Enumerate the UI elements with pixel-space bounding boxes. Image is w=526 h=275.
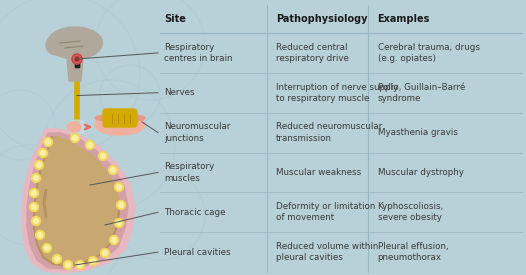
Ellipse shape [67, 122, 81, 132]
Circle shape [108, 166, 117, 175]
Text: Deformity or limitation
of movement: Deformity or limitation of movement [276, 202, 376, 222]
Circle shape [115, 219, 124, 227]
Circle shape [66, 263, 70, 268]
Text: Myasthenia gravis: Myasthenia gravis [378, 128, 458, 137]
Text: Pleural effusion,
pneumothorax: Pleural effusion, pneumothorax [378, 242, 448, 262]
Circle shape [38, 148, 47, 158]
Circle shape [35, 161, 44, 169]
Polygon shape [22, 129, 135, 273]
Circle shape [116, 221, 122, 225]
Ellipse shape [67, 120, 87, 134]
Circle shape [75, 57, 79, 61]
Text: Interruption of nerve supply
to respiratory muscle: Interruption of nerve supply to respirat… [276, 82, 398, 103]
Text: Respiratory
muscles: Respiratory muscles [164, 162, 214, 183]
Circle shape [116, 185, 122, 189]
Circle shape [55, 257, 59, 262]
Text: Reduced neuromuscular
transmission: Reduced neuromuscular transmission [276, 122, 382, 143]
Text: Polio, Guillain–Barré
syndrome: Polio, Guillain–Barré syndrome [378, 82, 465, 103]
Circle shape [112, 238, 116, 243]
Text: Nerves: Nerves [164, 88, 195, 97]
Text: Examples: Examples [378, 14, 430, 24]
Text: Kyphoscoliosis,
severe obesity: Kyphoscoliosis, severe obesity [378, 202, 444, 222]
Circle shape [32, 174, 41, 183]
Circle shape [44, 138, 53, 147]
Polygon shape [67, 57, 83, 81]
Ellipse shape [46, 35, 68, 55]
Circle shape [64, 260, 73, 270]
Text: Pathophysiology: Pathophysiology [276, 14, 368, 24]
Circle shape [32, 205, 36, 210]
Circle shape [116, 200, 126, 210]
Circle shape [100, 249, 109, 257]
Text: Site: Site [164, 14, 186, 24]
Circle shape [118, 202, 124, 208]
Text: Respiratory
centres in brain: Respiratory centres in brain [164, 43, 232, 63]
Circle shape [32, 216, 41, 226]
Circle shape [70, 133, 79, 142]
Circle shape [103, 251, 107, 255]
Circle shape [35, 230, 45, 240]
Circle shape [73, 136, 77, 141]
Circle shape [110, 167, 116, 172]
Circle shape [72, 54, 82, 64]
Circle shape [45, 246, 49, 251]
Circle shape [37, 232, 43, 238]
Circle shape [53, 254, 62, 263]
Circle shape [29, 188, 38, 197]
Circle shape [32, 191, 36, 196]
Circle shape [29, 202, 38, 211]
Circle shape [98, 152, 107, 161]
Circle shape [36, 163, 42, 167]
Text: Muscular weakness: Muscular weakness [276, 168, 361, 177]
Text: Muscular dystrophy: Muscular dystrophy [378, 168, 463, 177]
Text: Cerebral trauma, drugs
(e.g. opiates): Cerebral trauma, drugs (e.g. opiates) [378, 43, 480, 63]
Ellipse shape [95, 114, 145, 122]
Text: Pleural cavities: Pleural cavities [164, 248, 230, 257]
Polygon shape [34, 137, 120, 266]
Circle shape [34, 175, 38, 180]
Circle shape [86, 141, 95, 150]
Circle shape [43, 243, 52, 252]
Ellipse shape [95, 115, 145, 135]
Circle shape [88, 257, 97, 265]
Circle shape [87, 142, 93, 147]
Text: Reduced volume within
pleural cavities: Reduced volume within pleural cavities [276, 242, 379, 262]
Circle shape [100, 153, 106, 158]
Polygon shape [27, 133, 128, 269]
Circle shape [46, 139, 50, 144]
Text: Reduced central
respiratory drive: Reduced central respiratory drive [276, 43, 349, 63]
Circle shape [90, 258, 96, 263]
Circle shape [41, 150, 46, 155]
FancyBboxPatch shape [103, 109, 137, 127]
Ellipse shape [47, 27, 103, 59]
Circle shape [76, 260, 85, 270]
Circle shape [34, 219, 38, 224]
Text: Thoracic cage: Thoracic cage [164, 208, 226, 217]
Circle shape [115, 183, 124, 191]
Circle shape [109, 235, 118, 244]
Circle shape [77, 263, 83, 268]
Text: Neuromuscular
junctions: Neuromuscular junctions [164, 122, 230, 143]
